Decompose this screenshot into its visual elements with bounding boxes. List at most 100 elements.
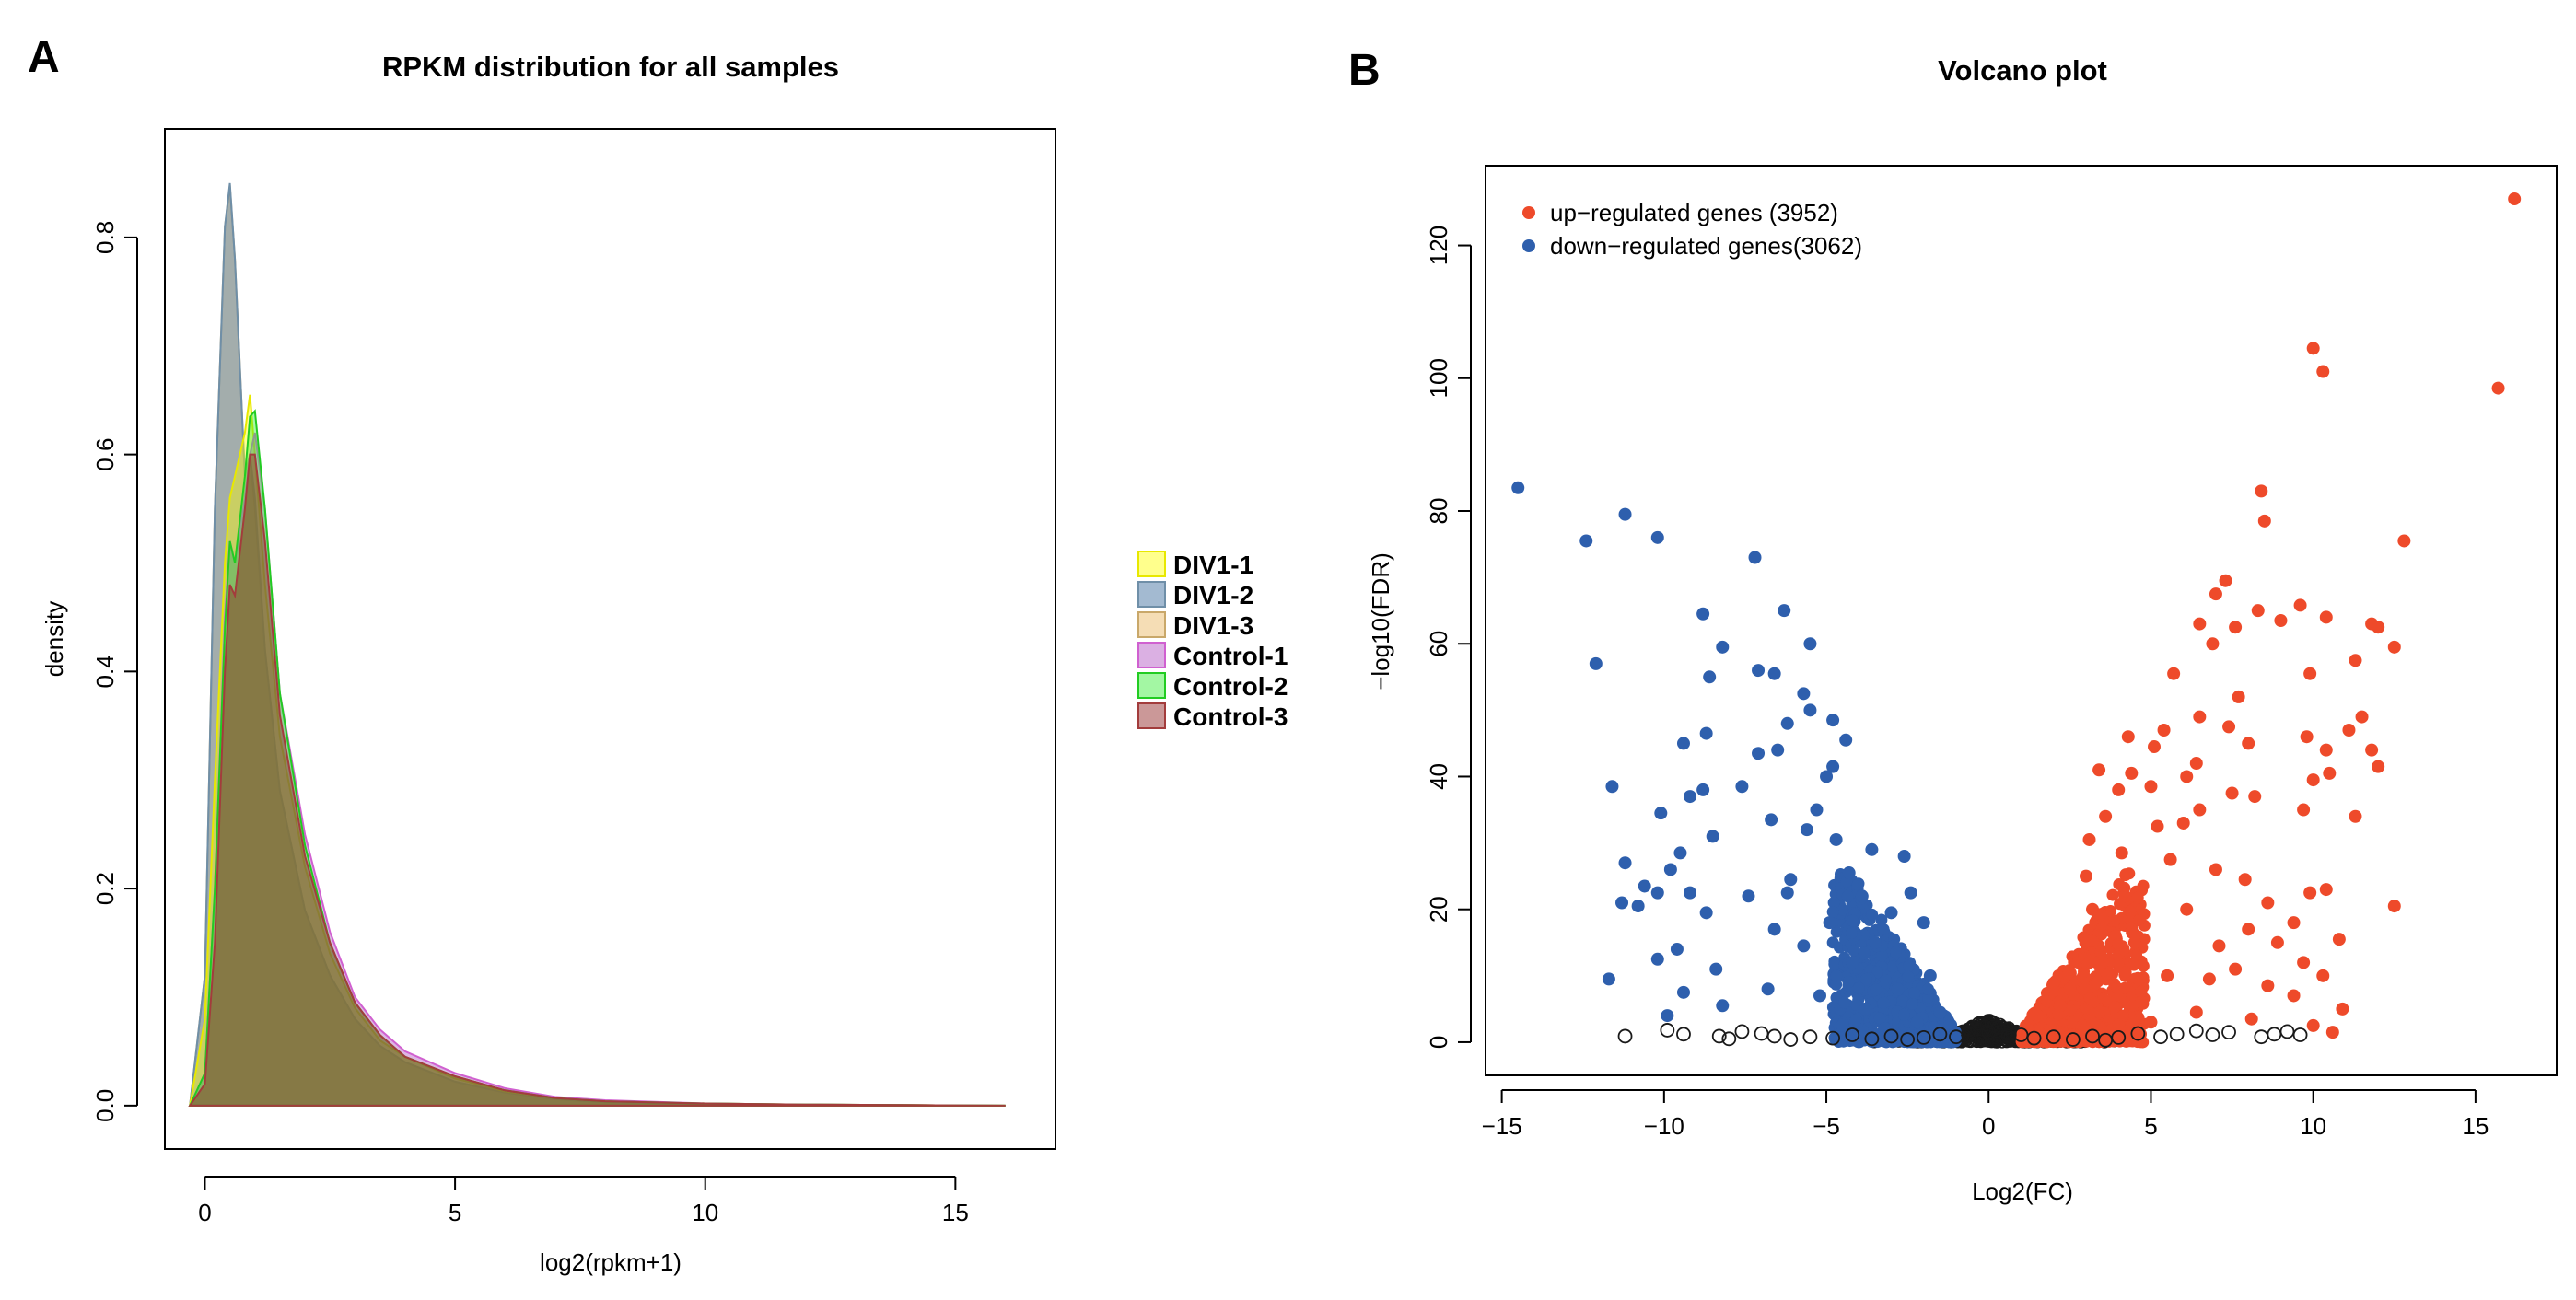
chart-b-x-label: Log2(FC) xyxy=(1972,1178,2073,1205)
down-gene-point xyxy=(1836,903,1848,916)
up-gene-point xyxy=(2089,979,2102,992)
up-gene-point xyxy=(2083,992,2096,1004)
up-gene-point xyxy=(2316,969,2330,982)
up-gene-point xyxy=(2491,381,2505,395)
down-gene-point xyxy=(1716,640,1730,654)
up-gene-point xyxy=(2033,1026,2046,1039)
ns-gene-point xyxy=(1883,1028,1899,1044)
up-gene-point xyxy=(2287,916,2301,930)
ns-gene-point xyxy=(1754,1026,1769,1041)
up-gene-point xyxy=(2257,514,2271,528)
down-gene-point xyxy=(1877,923,1890,935)
down-gene-point xyxy=(1767,667,1781,680)
legend-item-div1-3: DIV1-3 xyxy=(1137,611,1253,640)
up-gene-point xyxy=(2127,935,2141,949)
chart-b-plot-frame xyxy=(1485,165,2558,1076)
ns-gene-point xyxy=(1783,1032,1799,1047)
legend-swatch xyxy=(1137,642,1166,668)
y-tick-label: 0.6 xyxy=(91,438,119,471)
ns-gene-point xyxy=(1734,1024,1750,1039)
up-gene-point xyxy=(2287,989,2301,1003)
down-gene-point xyxy=(1706,830,1719,843)
up-gene-point xyxy=(2303,667,2317,680)
down-gene-series xyxy=(1511,481,1956,1036)
down-gene-point xyxy=(1618,507,1632,521)
up-gene-point xyxy=(2133,1023,2146,1036)
legend-swatch xyxy=(1137,672,1166,699)
down-gene-point xyxy=(1676,985,1690,999)
down-gene-point xyxy=(1830,969,1843,982)
down-gene-point xyxy=(1820,770,1834,783)
up-gene-point xyxy=(2242,923,2255,936)
y-tick-label: 0.8 xyxy=(91,221,119,254)
y-tick-label: 100 xyxy=(1425,358,1452,398)
panel-b: B Volcano plot −15 −10 −5 0 5 10 15 0 20 40 60 80 1… xyxy=(1348,46,2558,1205)
up-gene-point xyxy=(2306,342,2320,355)
up-gene-point xyxy=(2306,773,2320,787)
down-gene-point xyxy=(1847,914,1859,927)
down-gene-point xyxy=(1859,973,1872,986)
legend-item-control-3: Control-3 xyxy=(1137,702,1288,731)
up-gene-point xyxy=(2167,667,2181,680)
up-gene-point xyxy=(2212,939,2226,953)
down-gene-point xyxy=(1889,946,1902,958)
ns-gene-point xyxy=(2205,1027,2220,1042)
down-gene-point xyxy=(1752,664,1766,678)
down-gene-point xyxy=(1735,780,1749,794)
up-gene-point xyxy=(2144,780,2158,794)
panel-a-letter: A xyxy=(28,33,60,82)
ns-gene-point xyxy=(2279,1024,2295,1039)
up-gene-point xyxy=(2193,803,2207,817)
down-gene-point xyxy=(1838,996,1851,1009)
up-gene-point xyxy=(2193,617,2207,631)
chart-a-x-label: log2(rpkm+1) xyxy=(540,1248,682,1276)
up-gene-point xyxy=(2332,933,2346,946)
up-gene-point xyxy=(2092,763,2106,777)
panel-b-letter: B xyxy=(1348,46,1381,95)
x-tick-label: 10 xyxy=(692,1199,718,1226)
down-gene-point xyxy=(1902,970,1915,983)
up-gene-point xyxy=(2189,757,2203,771)
down-gene-point xyxy=(1829,832,1843,846)
ns-gene-point xyxy=(2153,1029,2168,1045)
up-gene-point xyxy=(2099,809,2113,823)
x-tick-label: 0 xyxy=(198,1199,211,1226)
up-gene-point xyxy=(2225,786,2239,800)
down-gene-point xyxy=(1858,946,1871,959)
x-tick-label: 0 xyxy=(1982,1112,1995,1140)
up-gene-point xyxy=(2372,760,2385,773)
up-gene-point xyxy=(2323,766,2337,780)
up-gene-point xyxy=(2100,968,2113,981)
legend-marker xyxy=(1522,239,1535,252)
down-gene-point xyxy=(1868,935,1882,949)
up-gene-point xyxy=(2053,999,2067,1013)
up-gene-point xyxy=(2319,743,2333,757)
ns-gene-point xyxy=(2085,1028,2100,1044)
up-gene-point xyxy=(2372,621,2385,634)
ns-gene-point xyxy=(1676,1027,1691,1042)
down-gene-point xyxy=(1826,905,1839,918)
up-gene-point xyxy=(2079,982,2092,995)
x-tick-label: −15 xyxy=(1482,1112,1522,1140)
y-tick-label: 80 xyxy=(1425,498,1452,525)
up-gene-point xyxy=(2251,604,2265,618)
up-gene-point xyxy=(2319,610,2333,624)
x-tick-label: 15 xyxy=(2462,1112,2489,1140)
up-gene-point xyxy=(2116,1009,2129,1022)
down-gene-point xyxy=(1673,846,1687,860)
down-gene-point xyxy=(1902,959,1915,972)
up-gene-point xyxy=(2082,832,2096,846)
up-gene-point xyxy=(2093,1005,2106,1018)
down-gene-point xyxy=(1839,733,1853,747)
down-gene-point xyxy=(1780,886,1794,900)
up-gene-point xyxy=(2119,966,2132,979)
up-gene-point xyxy=(2135,995,2148,1008)
up-gene-point xyxy=(2112,1018,2126,1032)
down-gene-point xyxy=(1670,942,1684,956)
up-gene-point xyxy=(2238,873,2252,887)
chart-a-title: RPKM distribution for all samples xyxy=(382,51,839,83)
up-gene-point xyxy=(2176,816,2190,830)
up-gene-point xyxy=(2111,991,2124,1004)
y-tick-label: 0.0 xyxy=(91,1089,119,1122)
down-gene-point xyxy=(1684,886,1697,900)
